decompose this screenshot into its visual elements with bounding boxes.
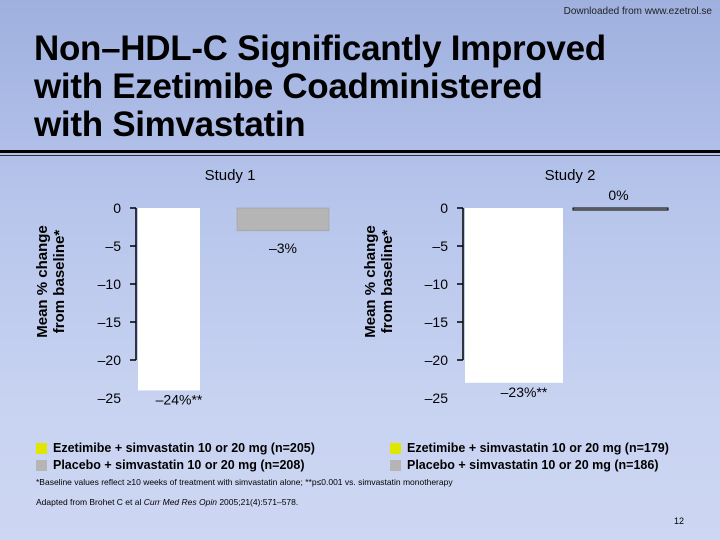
slide-title: Non–HDL-C Significantly Improved with Ez… <box>34 30 694 144</box>
legend-label: Ezetimibe + simvastatin 10 or 20 mg (n=2… <box>53 441 315 455</box>
reference-prefix: Adapted from Brohet C et al <box>36 497 144 507</box>
legend-study-1: Ezetimibe + simvastatin 10 or 20 mg (n=2… <box>36 440 315 474</box>
y-tick-label: –20 <box>425 352 449 368</box>
chart-title-study-2: Study 2 <box>545 167 596 184</box>
reference-journal: Curr Med Res Opin <box>143 497 217 507</box>
y-tick-label: –25 <box>98 390 122 406</box>
data-label-ezetimibe-study-2: –23%** <box>501 384 548 400</box>
data-label-placebo-study-1: –3% <box>269 240 297 256</box>
legend-swatch-placebo <box>36 460 47 471</box>
bar-placebo-study-2 <box>572 207 669 211</box>
legend-item-placebo-study-2: Placebo + simvastatin 10 or 20 mg (n=186… <box>390 457 669 474</box>
y-tick-label: 0 <box>440 200 448 216</box>
legend-swatch-placebo <box>390 460 401 471</box>
title-line-3: with Simvastatin <box>34 105 306 144</box>
bar-placebo-study-1 <box>236 207 330 232</box>
legend-item-ezetimibe-study-2: Ezetimibe + simvastatin 10 or 20 mg (n=1… <box>390 440 669 457</box>
footnote-baseline: *Baseline values reflect ≥10 weeks of tr… <box>36 477 453 487</box>
y-axis-label-line-2: from baseline* <box>379 230 396 334</box>
legend-label: Placebo + simvastatin 10 or 20 mg (n=186… <box>407 458 659 472</box>
title-divider-thin <box>0 155 720 156</box>
bar-ezetimibe-study-1 <box>138 208 200 391</box>
page-number: 12 <box>673 516 684 526</box>
chart-title-study-1: Study 1 <box>205 167 256 184</box>
y-tick-label: –10 <box>425 276 449 292</box>
y-tick-label: –25 <box>425 390 449 406</box>
y-tick-label: –20 <box>98 352 122 368</box>
y-tick-label: –15 <box>98 314 122 330</box>
y-tick-label: 0 <box>113 200 121 216</box>
title-line-1: Non–HDL-C Significantly Improved <box>34 29 606 68</box>
y-tick-label: –15 <box>425 314 449 330</box>
legend-swatch-ezetimibe <box>36 443 47 454</box>
bar-ezetimibe-study-2 <box>465 208 563 383</box>
data-label-ezetimibe-study-1: –24%** <box>156 391 203 407</box>
y-tick-label: –5 <box>432 238 448 254</box>
y-tick-label: –10 <box>98 276 122 292</box>
footnote-reference: Adapted from Brohet C et al Curr Med Res… <box>36 497 298 507</box>
downloaded-from-note: Downloaded from www.ezetrol.se <box>563 6 712 17</box>
legend-swatch-ezetimibe <box>390 443 401 454</box>
legend-item-placebo-study-1: Placebo + simvastatin 10 or 20 mg (n=208… <box>36 457 315 474</box>
data-label-placebo-study-2: 0% <box>608 187 628 203</box>
y-tick-label: –5 <box>105 238 121 254</box>
y-axis-label-line-1: Mean % change <box>362 225 379 338</box>
y-axis-label-line-1: Mean % change <box>34 225 51 338</box>
legend-item-ezetimibe-study-1: Ezetimibe + simvastatin 10 or 20 mg (n=2… <box>36 440 315 457</box>
legend-label: Placebo + simvastatin 10 or 20 mg (n=208… <box>53 458 305 472</box>
y-axis-label-line-2: from baseline* <box>51 230 68 334</box>
title-divider <box>0 150 720 153</box>
legend-label: Ezetimibe + simvastatin 10 or 20 mg (n=1… <box>407 441 669 455</box>
title-line-2: with Ezetimibe Coadministered <box>34 67 543 106</box>
reference-suffix: 2005;21(4):571–578. <box>216 497 299 507</box>
legend-study-2: Ezetimibe + simvastatin 10 or 20 mg (n=1… <box>390 440 669 474</box>
